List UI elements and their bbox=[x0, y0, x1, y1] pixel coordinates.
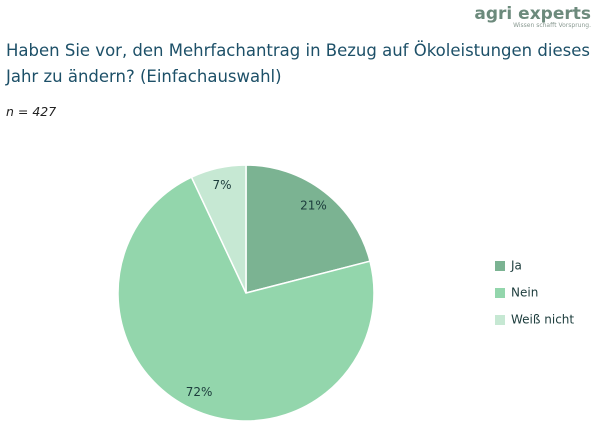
legend-label: Nein bbox=[511, 286, 538, 300]
legend-swatch bbox=[495, 261, 505, 271]
legend-label: Ja bbox=[510, 259, 522, 273]
pie-slice bbox=[190, 164, 247, 294]
chart-title: Haben Sie vor, den Mehrfachantrag in Bez… bbox=[6, 41, 590, 86]
chart-subtitle: n = 427 bbox=[6, 104, 57, 119]
data-label: 21% bbox=[300, 199, 327, 213]
data-label: 72% bbox=[186, 385, 213, 399]
legend-swatch bbox=[495, 315, 505, 325]
pie-slice bbox=[245, 164, 371, 294]
logo-tagline: Wissen schafft Vorsprung. bbox=[513, 22, 591, 29]
logo: agri experts Wissen schafft Vorsprung. bbox=[474, 4, 591, 29]
logo-name: agri experts bbox=[474, 4, 591, 24]
pie-slice bbox=[117, 176, 375, 422]
legend-label: Weiß nicht bbox=[511, 313, 574, 327]
legend-swatch bbox=[495, 288, 505, 298]
data-label: 7% bbox=[212, 178, 231, 192]
